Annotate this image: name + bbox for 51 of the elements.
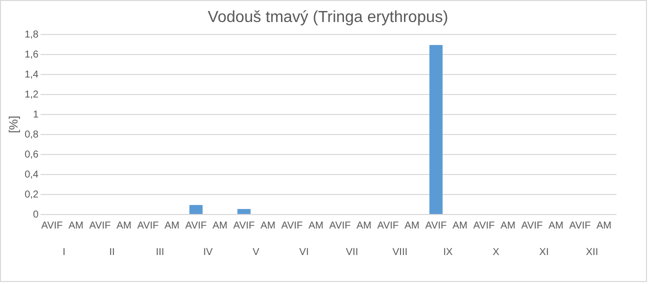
x-tick-label: AM — [356, 220, 372, 232]
bar — [429, 45, 443, 214]
x-tick-label: AM — [116, 220, 132, 232]
y-tick-label: 0,4 — [24, 170, 39, 180]
y-tick-label: 0 — [32, 210, 39, 220]
text: IX — [443, 247, 454, 258]
text: I — [62, 247, 66, 258]
y-tick-label: 0,6 — [24, 150, 39, 160]
x-tick-label: AVIF — [569, 220, 591, 232]
y-tick-label: 1,4 — [24, 70, 39, 80]
y-tick-label: 1 — [32, 110, 39, 120]
x-tick-label: AM — [596, 220, 612, 232]
text: VII — [346, 247, 358, 258]
x-tick-label: AM — [212, 220, 228, 232]
x-tick-label: AVIF — [137, 220, 159, 232]
bar — [189, 205, 203, 214]
y-tick-label: 0,2 — [24, 190, 39, 200]
x-tick-label: AM — [404, 220, 420, 232]
text: XI — [539, 247, 549, 258]
y-axis-title: [%] — [6, 116, 21, 134]
x-tick-label: AVIF — [41, 220, 63, 232]
x-tick-label: AM — [164, 220, 180, 232]
x-tick-label: AVIF — [329, 220, 351, 232]
x-tick-label: AVIF — [521, 220, 543, 232]
x-tick-label: AVIF — [425, 220, 447, 232]
x-tick-label: AVIF — [185, 220, 207, 232]
text: XII — [586, 247, 598, 258]
text: X — [492, 247, 500, 258]
y-tick-label: 1,6 — [24, 50, 39, 60]
x-tick-label: AVIF — [473, 220, 495, 232]
text: II — [109, 247, 115, 258]
text: VIII — [392, 247, 408, 258]
y-tick-label: 1,8 — [24, 30, 39, 40]
chart-title: Vodouš tmavý (Tringa erythropus) — [208, 9, 448, 26]
text: III — [156, 247, 164, 258]
x-tick-label: AVIF — [89, 220, 111, 232]
x-tick-label: AM — [500, 220, 516, 232]
x-tick-label: AVIF — [281, 220, 303, 232]
x-tick-label: AVIF — [377, 220, 399, 232]
x-tick-label: AVIF — [233, 220, 255, 232]
y-tick-label: 0,8 — [24, 130, 39, 140]
y-tick-label: 1,2 — [24, 90, 39, 100]
x-tick-label: AM — [308, 220, 324, 232]
x-tick-label: AM — [260, 220, 276, 232]
x-tick-label: AM — [452, 220, 468, 232]
text: VI — [299, 247, 309, 258]
bar — [237, 209, 251, 214]
x-tick-label: AM — [548, 220, 564, 232]
x-tick-label: AM — [68, 220, 84, 232]
text: IV — [203, 247, 214, 258]
text: V — [252, 247, 260, 258]
